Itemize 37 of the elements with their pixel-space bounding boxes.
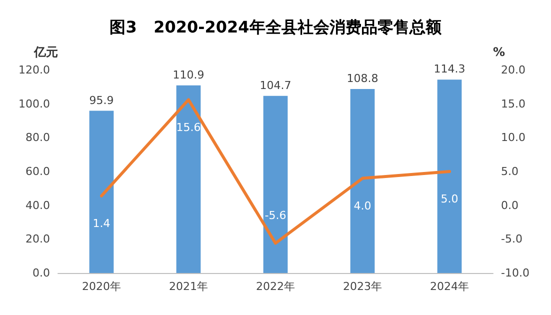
- x-tick-label: 2022年: [256, 280, 295, 293]
- y-tick-label: 0.0: [32, 266, 50, 280]
- bar: [437, 80, 462, 273]
- y-tick-label: 120.0: [18, 64, 50, 76]
- data-label: 108.8: [346, 72, 378, 85]
- data-label: 1.4: [92, 216, 110, 230]
- y-tick-label: 80.0: [26, 131, 50, 144]
- y-tick-label: 60.0: [26, 165, 50, 178]
- y2-tick-label: 5.0: [501, 165, 518, 178]
- y2-tick-label: 0.0: [501, 198, 518, 212]
- y-tick-label: 40.0: [26, 198, 50, 212]
- data-label: 15.6: [176, 120, 201, 134]
- y-tick-label: 100.0: [18, 97, 50, 110]
- data-label: 114.3: [434, 62, 466, 76]
- data-label: 5.0: [440, 192, 458, 206]
- data-label: 110.9: [172, 68, 204, 82]
- x-tick-label: 2023年: [343, 280, 382, 293]
- bar: [176, 85, 201, 273]
- x-tick-label: 2024年: [430, 280, 469, 293]
- y2-tick-label: 15.0: [501, 97, 526, 110]
- x-tick-label: 2021年: [169, 280, 208, 293]
- y-axis-title: 亿元: [33, 45, 58, 59]
- data-label: 4.0: [354, 199, 372, 212]
- y2-tick-label: -5.0: [501, 232, 522, 246]
- y2-tick-label: -10.0: [501, 266, 530, 280]
- bar: [350, 88, 375, 273]
- bar: [263, 96, 288, 273]
- chart-title: 图3 2020-2024年全县社会消费品零售总额: [110, 18, 442, 36]
- y2-tick-label: 10.0: [501, 131, 526, 144]
- x-tick-label: 2020年: [82, 280, 121, 293]
- data-label: 104.7: [260, 78, 292, 92]
- y-tick-label: 20.0: [26, 232, 50, 246]
- bar: [89, 110, 114, 273]
- data-label: -5.6: [264, 209, 286, 222]
- y2-axis-title: %: [493, 45, 506, 59]
- y2-tick-label: 20.0: [501, 64, 526, 76]
- data-label: 95.9: [89, 94, 114, 107]
